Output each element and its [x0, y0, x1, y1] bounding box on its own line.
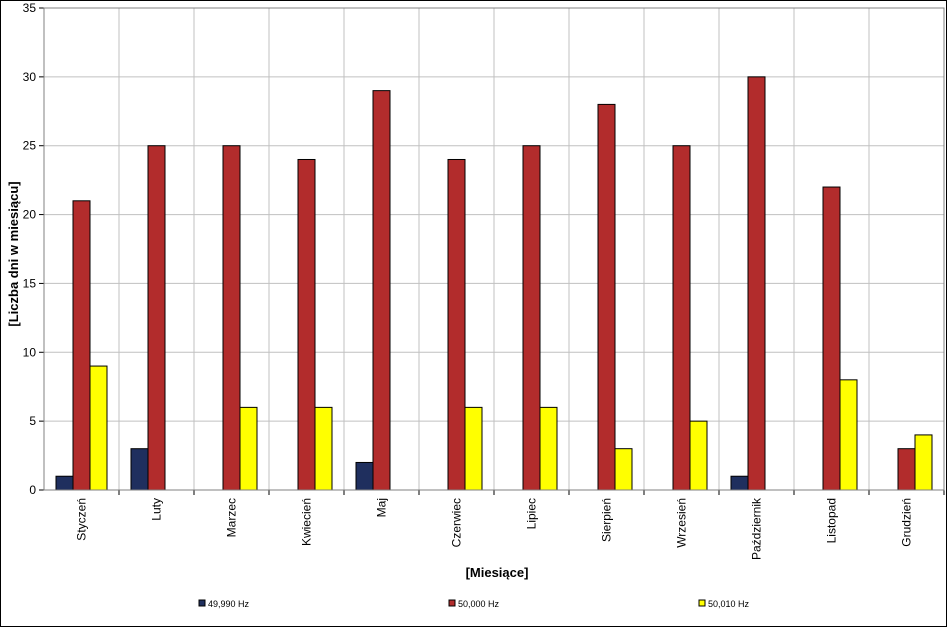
bar: [239, 406, 258, 491]
x-tick-label: Maj: [375, 498, 389, 517]
bar: [314, 406, 333, 491]
y-tick-label: 30: [23, 70, 37, 84]
bar: [914, 434, 933, 491]
x-tick-label: Grudzień: [900, 498, 914, 547]
y-axis-title: [Liczba dni w miesiącu]: [6, 181, 21, 326]
bar: [747, 76, 766, 491]
bar: [897, 448, 916, 491]
bar: [689, 420, 708, 491]
grid-lines: [44, 7, 945, 490]
bar: [297, 158, 316, 491]
bar: [539, 406, 558, 491]
x-tick-label: Październik: [750, 497, 764, 560]
bars: [55, 76, 933, 491]
x-tick-label: Czerwiec: [450, 498, 464, 547]
bar: [464, 406, 483, 491]
bar: [372, 90, 391, 491]
y-tick-label: 10: [23, 345, 37, 359]
bar: [447, 158, 466, 491]
y-tick-label: 15: [23, 276, 37, 290]
legend-label: 49,990 Hz: [208, 599, 250, 609]
bar: [130, 448, 149, 491]
bar: [522, 145, 541, 491]
legend-item: 50,000 Hz: [448, 599, 500, 609]
y-tick-label: 0: [29, 483, 36, 497]
plot-area-border: [43, 7, 945, 491]
legend-item: 50,010 Hz: [698, 599, 750, 609]
y-tick-label: 35: [23, 1, 37, 15]
bar: [822, 186, 841, 491]
bar: [72, 200, 91, 491]
bar: [147, 145, 166, 491]
x-tick-label: Marzec: [225, 498, 239, 537]
legend: 49,990 Hz 50,000 Hz 50,010 Hz: [198, 599, 750, 609]
x-axis-title: [Miesiące]: [466, 565, 529, 580]
legend-item: 49,990 Hz: [198, 599, 250, 609]
y-tick-label: 20: [23, 208, 37, 222]
legend-swatch: [698, 599, 706, 607]
bar: [222, 145, 241, 491]
axes: [39, 7, 945, 495]
x-tick-label: Luty: [150, 498, 164, 521]
bar: [89, 365, 108, 491]
bar: [614, 448, 633, 491]
x-tick-label: Sierpień: [600, 498, 614, 542]
legend-label: 50,010 Hz: [708, 599, 750, 609]
bar: [730, 475, 749, 491]
x-tick-label: Wrzesień: [675, 498, 689, 548]
y-tick-label: 5: [29, 414, 36, 428]
y-tick-label: 25: [23, 139, 37, 153]
x-tick-label: Lipiec: [525, 498, 539, 529]
x-tick-label: Styczeń: [75, 498, 89, 541]
bar: [597, 103, 616, 491]
legend-swatch: [198, 599, 206, 607]
x-tick-label: Listopad: [825, 498, 839, 543]
y-tick-labels: 0 5 10 15 20 25 30 35: [23, 1, 37, 497]
x-tick-labels: Styczeń Luty Marzec Kwiecień Maj Czerwiec Lipi…: [75, 497, 914, 560]
bar: [672, 145, 691, 491]
bar: [55, 475, 74, 491]
x-tick-label: Kwiecień: [300, 498, 314, 546]
legend-swatch: [448, 599, 456, 607]
legend-label: 50,000 Hz: [458, 599, 500, 609]
bar: [839, 379, 858, 491]
bar: [355, 461, 374, 491]
